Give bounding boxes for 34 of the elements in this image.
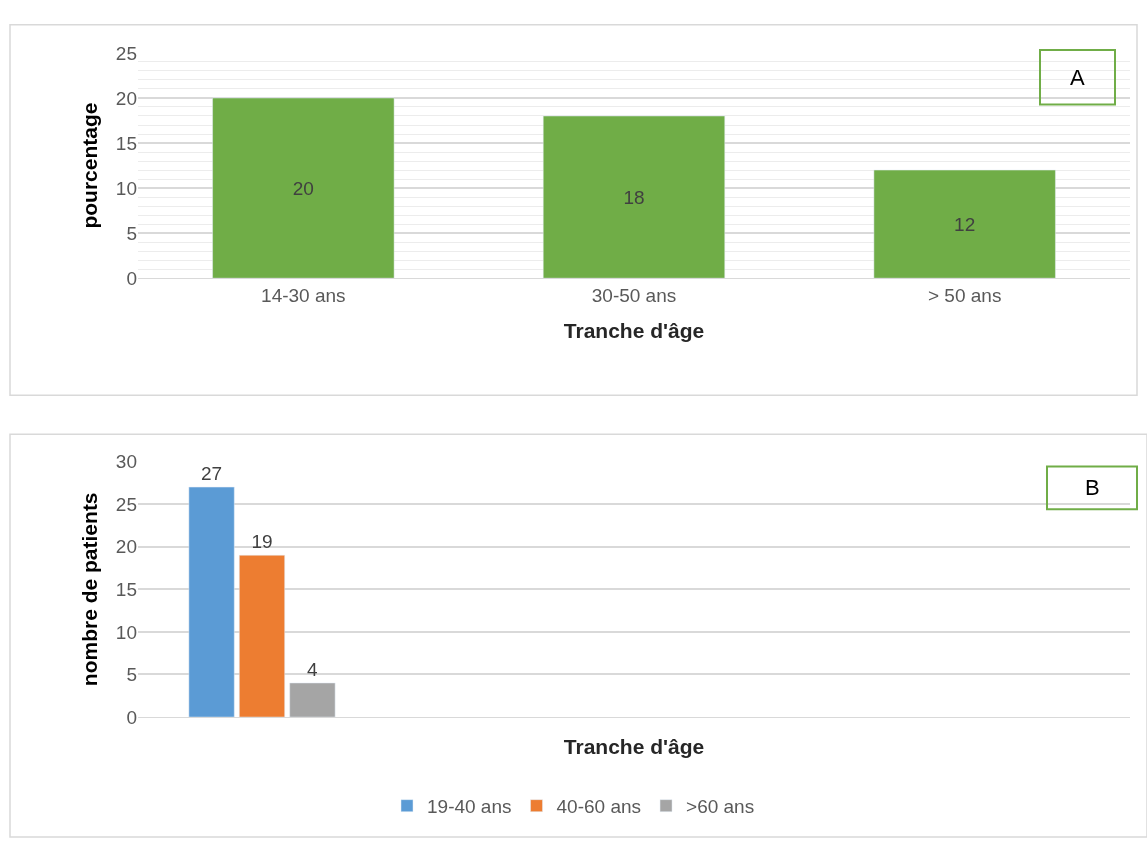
y-tick-label: 10: [115, 621, 137, 643]
data-label: 4: [306, 658, 318, 680]
y-tick-label: 25: [115, 42, 137, 64]
y-tick-label: 30: [115, 451, 137, 473]
y-tick-label: 20: [115, 536, 137, 558]
data-label: 12: [954, 213, 976, 235]
y-tick-label: 25: [115, 493, 137, 515]
data-label: 19: [251, 531, 273, 553]
legend-label: 19-40 ans: [427, 796, 512, 818]
y-tick-label: 10: [115, 177, 137, 199]
legend-label: >60 ans: [686, 796, 755, 818]
legend-label: 40-60 ans: [556, 796, 642, 818]
y-tick-label: 0: [126, 267, 137, 289]
y-axis-title: pourcentage: [78, 102, 102, 229]
y-tick-label: 0: [126, 706, 137, 728]
x-axis-title: Tranche d'âge: [563, 319, 705, 343]
x-axis-title: Tranche d'âge: [563, 735, 705, 759]
x-tick-label: 14-30 ans: [261, 284, 346, 306]
y-tick-label: 5: [126, 664, 137, 686]
x-tick-label: > 50 ans: [927, 284, 1002, 306]
y-tick-label: 15: [115, 578, 137, 600]
y-tick-label: 5: [126, 222, 137, 244]
y-tick-label: 20: [115, 87, 137, 109]
data-label: 20: [292, 177, 314, 199]
bar: [188, 486, 235, 718]
annotation: A: [1070, 65, 1085, 90]
y-axis-title: nombre de patients: [78, 492, 102, 687]
data-label: 27: [201, 463, 223, 485]
x-tick-label: 30-50 ans: [591, 284, 677, 306]
annotation: B: [1085, 475, 1100, 500]
y-tick-label: 15: [115, 132, 137, 154]
bar: [239, 554, 285, 718]
data-label: 18: [623, 186, 645, 208]
bar: [289, 682, 336, 718]
